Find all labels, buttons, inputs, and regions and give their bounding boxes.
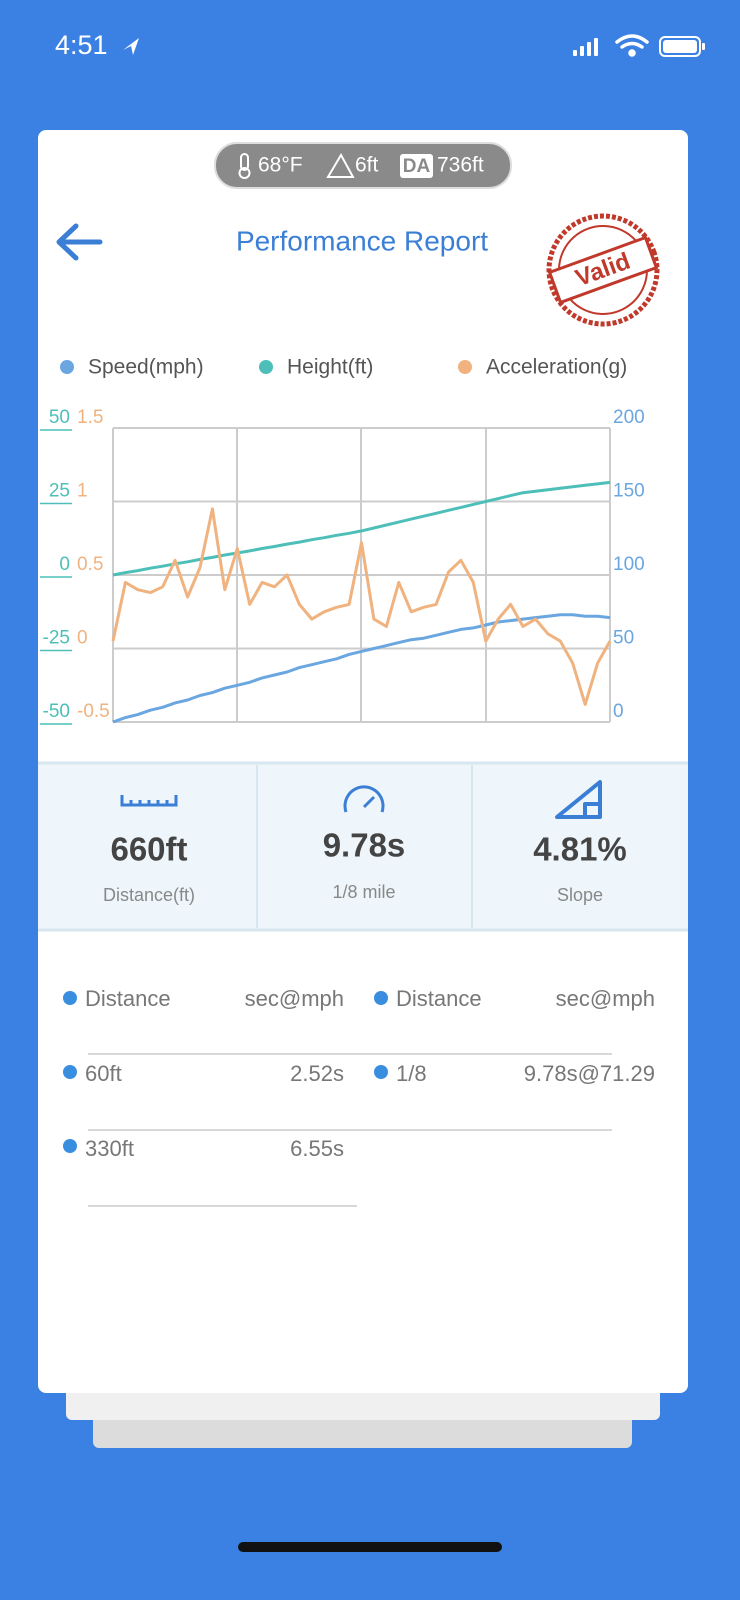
temperature: 68°F (258, 154, 303, 177)
table-cell: 330ft (85, 1136, 134, 1161)
stat-label: Slope (557, 885, 603, 905)
y3-tick-label: 50 (613, 628, 634, 649)
table-cell: 9.78s@71.29 (524, 1061, 655, 1086)
legend-dot (458, 360, 472, 374)
table-header: Distance (85, 986, 171, 1011)
stat-label: 1/8 mile (332, 882, 395, 902)
table-cell: 2.52s (290, 1061, 344, 1086)
y3-tick-label: 200 (613, 407, 645, 428)
legend-dot (60, 360, 74, 374)
slope-icon (555, 780, 602, 819)
y3-tick-label: 150 (613, 481, 645, 502)
y-tick-label: 50 (49, 407, 70, 428)
y-tick-label: -25 (43, 628, 70, 649)
home-indicator (238, 1542, 502, 1552)
ruler-icon (120, 795, 178, 807)
altitude: 6ft (355, 154, 379, 177)
legend-label: Height(ft) (287, 356, 373, 379)
stat-value: 9.78s (323, 827, 406, 864)
table-header: Distance (396, 986, 482, 1011)
chart: -50 -25 0 25 50 -0.5 0 0.5 1 1.5 0 50 100 150 200 Speed… (40, 356, 645, 725)
table-cell: 60ft (85, 1061, 122, 1086)
battery-icon (659, 36, 705, 57)
mountain-icon (326, 152, 355, 178)
table-header: sec@mph (556, 986, 655, 1011)
back-button[interactable] (56, 223, 103, 261)
table-cell: 6.55s (290, 1136, 344, 1161)
series-line (112, 613, 611, 724)
da-badge (400, 154, 433, 178)
y2-tick-label: 0 (77, 628, 88, 649)
y-tick-label: 0 (59, 554, 70, 575)
series-line (111, 507, 612, 706)
table-header: sec@mph (245, 986, 344, 1011)
legend-label: Acceleration(g) (486, 356, 627, 379)
stats-panel (38, 763, 688, 930)
y2-tick-label: 0.5 (77, 554, 103, 575)
legend-dot (259, 360, 273, 374)
stat-label: Distance(ft) (103, 885, 195, 905)
gauge-icon (343, 785, 385, 813)
series-line (112, 480, 611, 577)
stat-value: 4.81% (533, 831, 627, 868)
row-dots (63, 991, 388, 1153)
y-tick-label: 25 (49, 481, 70, 502)
da-badge-text: DA (403, 156, 431, 177)
density-altitude: 736ft (437, 154, 484, 177)
thermometer-icon (238, 153, 251, 179)
location-icon (123, 38, 139, 55)
y3-tick-label: 0 (613, 701, 624, 722)
stat-value: 660ft (110, 831, 187, 868)
wifi-icon (615, 34, 649, 57)
y2-tick-label: -0.5 (77, 701, 110, 722)
clock: 4:51 (55, 30, 108, 60)
y2-tick-label: 1 (77, 481, 88, 502)
table-cell: 1/8 (396, 1061, 427, 1086)
legend-label: Speed(mph) (88, 356, 204, 379)
conditions-pill (214, 142, 512, 189)
page-title: Performance Report (236, 225, 488, 256)
y-tick-label: -50 (43, 701, 70, 722)
signal-icon (573, 38, 598, 56)
y3-tick-label: 100 (613, 554, 645, 575)
y2-tick-label: 1.5 (77, 407, 103, 428)
